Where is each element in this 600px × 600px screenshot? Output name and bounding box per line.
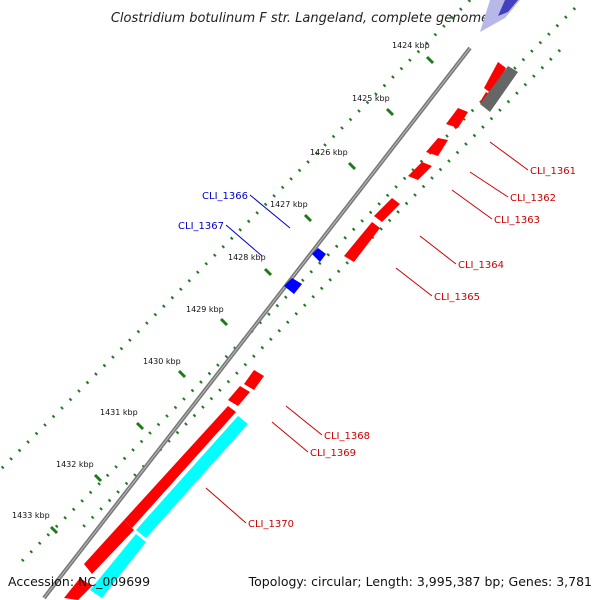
backbone xyxy=(42,46,472,600)
gene-leader-line xyxy=(489,141,529,171)
gene-cli-1368[interactable] xyxy=(244,370,264,390)
gene-label[interactable]: CLI_1363 xyxy=(494,215,540,226)
gene-cli-1369[interactable] xyxy=(228,386,250,406)
scale-label: 1426 kbp xyxy=(310,148,348,157)
gene-cli-1362[interactable] xyxy=(446,108,468,128)
gene-cli-1365b[interactable] xyxy=(344,222,380,262)
scale-tick xyxy=(135,421,145,431)
scale-tick xyxy=(219,317,229,327)
gene-label[interactable]: CLI_1367 xyxy=(178,221,224,232)
genome-summary: Topology: circular; Length: 3,995,387 bp… xyxy=(248,574,592,589)
gene-leader-line xyxy=(271,421,309,453)
scale-label: 1433 kbp xyxy=(12,511,50,520)
gene-leader-line xyxy=(249,194,291,229)
gene-leader-line xyxy=(205,487,247,524)
gene-label[interactable]: CLI_1365 xyxy=(434,292,480,303)
gene-label[interactable]: CLI_1370 xyxy=(248,519,294,530)
scale-ring xyxy=(0,0,472,472)
scale-tick xyxy=(177,369,187,379)
scale-ticks xyxy=(49,55,435,535)
scale-labels: 1424 kbp 1425 kbp 1426 kbp 1427 kbp 1428 kbp… xyxy=(12,41,430,520)
scale-label: 1427 kbp xyxy=(270,200,308,209)
gene-labels: CLI_1361 CLI_1362 CLI_1363 CLI_1364 CLI_1365… xyxy=(178,141,576,530)
scale-tick xyxy=(425,55,435,65)
scale-tick xyxy=(93,473,103,483)
map-title: Clostridium botulinum F str. Langeland, … xyxy=(111,11,489,26)
scale-label: 1424 kbp xyxy=(392,41,430,50)
gene-cli-1370a[interactable] xyxy=(124,406,236,528)
scale-label: 1432 kbp xyxy=(56,460,94,469)
scale-tick xyxy=(263,267,273,277)
scale-tick xyxy=(303,213,313,223)
cyan-genes xyxy=(90,416,248,598)
gene-cli-1361[interactable] xyxy=(484,62,506,94)
gene-label[interactable]: CLI_1364 xyxy=(458,260,504,271)
reverse-genes xyxy=(284,248,326,294)
scale-tick xyxy=(49,525,59,535)
gene-leader-line xyxy=(285,405,323,436)
gene-cyan-b[interactable] xyxy=(90,534,146,598)
gene-cli-1363[interactable] xyxy=(426,138,448,156)
gene-cli-1366[interactable] xyxy=(312,248,326,262)
gene-cli-1364[interactable] xyxy=(408,162,432,180)
top-partial-features xyxy=(480,0,520,32)
gene-label[interactable]: CLI_1369 xyxy=(310,448,356,459)
gene-leader-line xyxy=(469,171,509,198)
gene-leader-line xyxy=(419,235,457,265)
scale-label: 1425 kbp xyxy=(352,94,390,103)
scale-tick xyxy=(347,161,357,171)
gene-leader-line xyxy=(451,189,493,220)
scale-tick xyxy=(385,107,395,117)
gene-label[interactable]: CLI_1362 xyxy=(510,193,556,204)
gene-label[interactable]: CLI_1361 xyxy=(530,166,576,177)
accession-text: Accession: NC_009699 xyxy=(8,574,150,589)
gene-leader-line xyxy=(225,224,263,257)
gene-cyan-a[interactable] xyxy=(136,416,248,538)
gene-cli-1367[interactable] xyxy=(284,278,302,294)
scale-label: 1429 kbp xyxy=(186,305,224,314)
scale-label: 1430 kbp xyxy=(143,357,181,366)
scale-label: 1431 kbp xyxy=(100,408,138,417)
gene-leader-line xyxy=(395,267,433,297)
scale-label: 1428 kbp xyxy=(228,253,266,262)
gene-partial-bottom xyxy=(64,578,92,600)
gene-label[interactable]: CLI_1368 xyxy=(324,431,370,442)
forward-genes xyxy=(64,62,506,600)
gene-cli-1365a[interactable] xyxy=(374,198,400,222)
gene-gray[interactable] xyxy=(480,66,518,112)
gene-label[interactable]: CLI_1366 xyxy=(202,191,248,202)
gene-cli-1370b[interactable] xyxy=(84,520,134,574)
